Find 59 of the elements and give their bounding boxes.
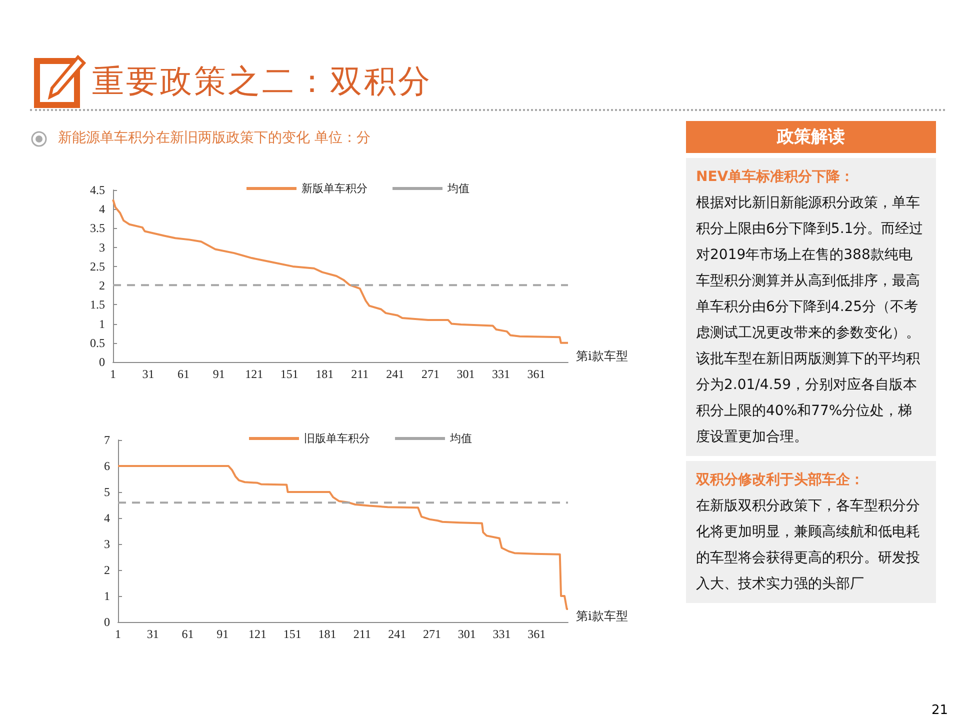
y-tick-label: 3: [99, 240, 105, 254]
y-tick-label: 2: [104, 563, 110, 577]
y-tick-label: 4: [99, 202, 105, 216]
x-tick-label: 31: [146, 627, 159, 641]
x-tick-label: 61: [178, 367, 190, 381]
x-tick-label: 271: [422, 627, 441, 641]
x-tick-label: 121: [248, 627, 267, 641]
chart-subtitle: 新能源单车积分在新旧两版政策下的变化 单位：分: [58, 129, 370, 147]
chart-title: 重要政策之二：双积分: [92, 61, 432, 102]
x-tick-label: 211: [351, 367, 369, 381]
x-tick-label: 331: [492, 627, 511, 641]
y-tick-label: 0.5: [90, 336, 105, 350]
x-tick-label: 151: [280, 367, 298, 381]
line-series: [112, 198, 569, 344]
y-tick-label: 2: [99, 278, 105, 293]
x-axis-title: 第i款车型: [576, 609, 628, 623]
x-axis-title: 第i款车型: [576, 349, 628, 363]
x-tick-label: 241: [386, 367, 404, 381]
y-tick-label: 3.5: [90, 221, 105, 236]
x-tick-label: 361: [528, 627, 546, 641]
x-tick-label: 211: [353, 627, 371, 641]
x-tick-label: 91: [216, 627, 229, 641]
y-tick-label: 2.5: [90, 259, 105, 274]
x-tick-label: 61: [182, 627, 194, 641]
x-tick-label: 361: [527, 367, 546, 381]
y-tick-label: 4: [104, 511, 110, 525]
legend-label: 新版单车积分: [302, 182, 368, 195]
x-tick-label: 1: [115, 627, 121, 641]
text: NEV单车标准积分下降：: [696, 168, 856, 187]
y-tick-label: 5: [104, 485, 110, 499]
x-tick-label: 331: [492, 367, 510, 381]
x-tick-label: 301: [458, 627, 476, 641]
text: 根据对比新旧新能源积分政策，单车积分上限由6分下降到5.1分。而经过对2019年市场上在售的388款纯电车型积分测算并从高到低排序，最高单车积分由6分下降到4.25分（不考虑测试工况更改带来的参数变化）。该批车型在新旧两版测算下的平均积分为2.01/4.59，分别对应各自版本积分上限的40%和77%分位处，梯度设置更加合理。: [696, 195, 924, 445]
y-tick-label: 1: [99, 316, 105, 331]
y-tick-label: 6: [104, 459, 110, 473]
legend-label: 均值: [446, 182, 470, 195]
x-tick-label: 181: [318, 627, 336, 641]
legend-label: 均值: [449, 432, 472, 445]
line-series: [117, 465, 569, 610]
x-tick-label: 271: [421, 367, 440, 381]
x-tick-label: 91: [212, 367, 225, 381]
y-tick-label: 1: [104, 589, 110, 603]
y-tick-label: 4.5: [90, 183, 105, 197]
y-tick-label: 0: [99, 355, 105, 369]
x-tick-label: 301: [456, 367, 475, 381]
text: 政策解读: [686, 121, 936, 153]
x-tick-label: 151: [283, 627, 302, 641]
text: 在新版双积分政策下，各车型积分分化将更加明显，兼顾高续航和低电耗的车型将会获得更高的积分。研发投入大、技术实力强的头部厂: [696, 497, 921, 594]
x-tick-label: 31: [142, 367, 154, 381]
legend-label: 旧版单车积分: [304, 432, 370, 445]
text: 双积分修改利于头部车企：: [696, 470, 865, 490]
y-tick-label: 7: [104, 433, 110, 447]
x-tick-label: 241: [388, 627, 406, 641]
x-tick-label: 181: [316, 367, 334, 381]
y-tick-label: 3: [104, 537, 110, 551]
text: 21: [931, 703, 948, 718]
x-tick-label: 121: [245, 367, 264, 381]
y-tick-label: 0: [104, 615, 110, 629]
y-tick-label: 1.5: [90, 298, 105, 312]
